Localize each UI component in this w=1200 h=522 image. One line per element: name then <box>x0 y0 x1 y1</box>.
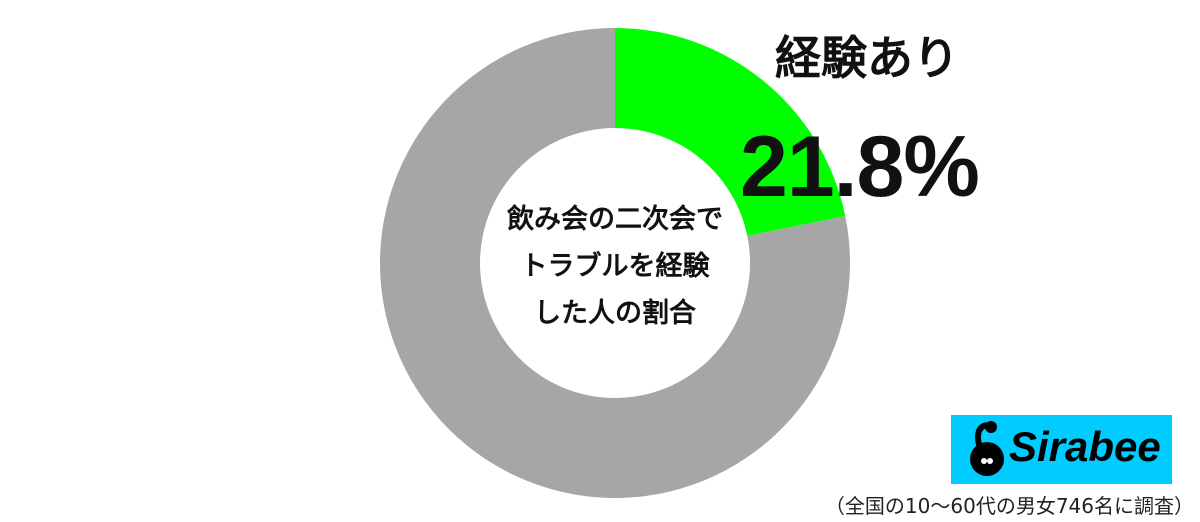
chart-title: 飲み会の二次会で トラブルを経験 した人の割合 <box>480 196 750 337</box>
logo-mascot-icon <box>970 421 1004 476</box>
donut-slice-0 <box>615 28 846 237</box>
title-line: トラブルを経験 <box>520 251 710 282</box>
footnote: （全国の10〜60代の男女746名に調査） <box>824 494 1194 518</box>
sirabee-logo: Sirabee <box>951 415 1172 484</box>
title-line: した人の割合 <box>534 298 696 329</box>
donut-slice-1 <box>379 28 850 499</box>
slice-label-name: 経験あり <box>775 31 959 85</box>
title-line: 飲み会の二次会で <box>507 204 723 235</box>
logo-text: Sirabee <box>1009 423 1161 470</box>
slice-label-value: 21.8% <box>740 119 980 215</box>
